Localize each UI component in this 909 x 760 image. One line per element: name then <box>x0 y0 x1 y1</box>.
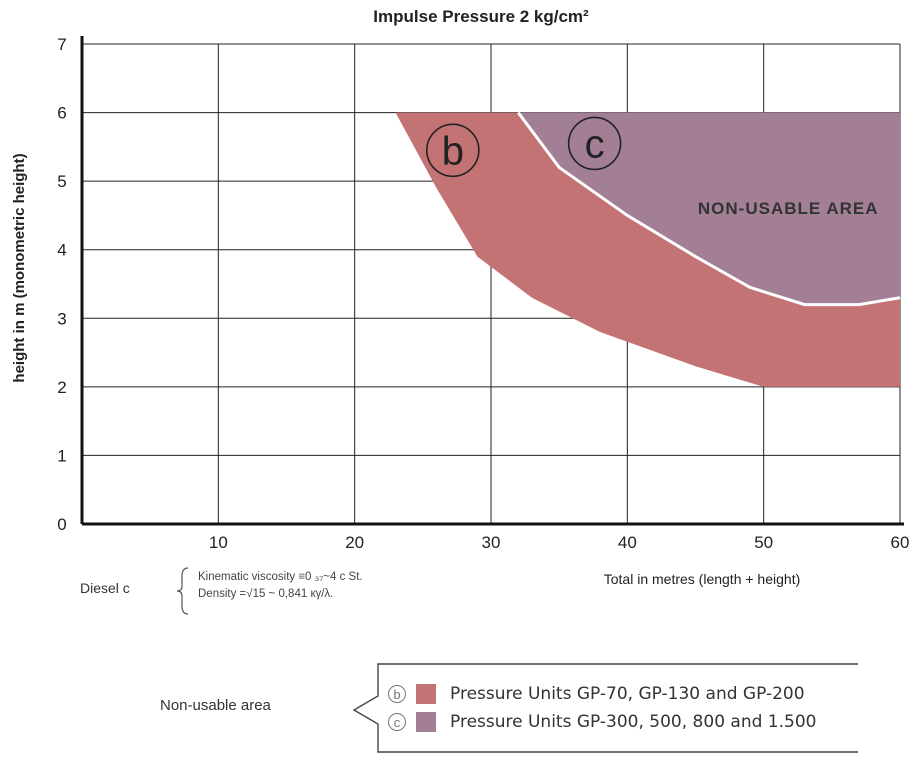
legend-text-b: Pressure Units GP-70, GP-130 and GP-200 <box>450 684 805 704</box>
x-axis-label: Total in metres (length + height) <box>604 571 801 587</box>
x-tick-label: 40 <box>618 533 637 552</box>
y-tick-label: 3 <box>57 309 66 328</box>
y-tick-label: 5 <box>57 172 66 191</box>
region-c-circle <box>567 116 622 171</box>
legend-text-c: Pressure Units GP-300, 500, 800 and 1.50… <box>450 712 817 732</box>
boundary-c-line <box>517 111 901 307</box>
letter-c-icon: c <box>388 713 406 731</box>
x-tick-label: 30 <box>482 533 501 552</box>
fluid-brace <box>176 567 189 615</box>
y-tick-label: 2 <box>57 378 66 397</box>
y-tick-label: 7 <box>57 35 66 54</box>
plot-area: 10 20 30 40 50 60 0 1 2 3 4 5 6 7 b c NON-USABLE AREA <box>57 35 909 552</box>
swatch-c <box>416 712 436 732</box>
fluid-density: Density =√15 ~ 0,841 кγ/λ. <box>198 588 334 600</box>
fluid-label: Diesel c <box>80 580 130 596</box>
x-tick-label: 60 <box>891 533 909 552</box>
y-tick-label: 1 <box>57 446 66 465</box>
x-tick-label: 10 <box>209 533 228 552</box>
legend-bracket <box>352 663 858 753</box>
legend-item-c: c Pressure Units GP-300, 500, 800 and 1.… <box>388 712 816 732</box>
y-axis-label: height in m (monometric height) <box>11 153 28 382</box>
legend-item-b: b Pressure Units GP-70, GP-130 and GP-20… <box>388 684 805 704</box>
fluid-viscosity: Kinematic viscosity ≡0 ₃₇~4 c St. <box>198 571 363 583</box>
legend-side-label: Non-usable area <box>160 697 271 714</box>
swatch-b <box>416 684 436 704</box>
letter-b-icon: b <box>388 685 406 703</box>
x-tick-label: 20 <box>345 533 364 552</box>
y-tick-label: 6 <box>57 104 66 123</box>
legend: b Pressure Units GP-70, GP-130 and GP-20… <box>350 662 860 754</box>
chart-title: Impulse Pressure 2 kg/cm² <box>373 7 589 26</box>
region-b-label: b <box>442 129 464 173</box>
chart: Impulse Pressure 2 kg/cm² 10 20 30 40 50 6001… <box>11 7 909 587</box>
region-c-label: c <box>585 122 605 166</box>
non-usable-area-label: NON-USABLE AREA <box>698 199 879 218</box>
y-tick-label: 0 <box>57 515 66 534</box>
x-tick-label: 50 <box>754 533 773 552</box>
y-tick-label: 4 <box>57 241 66 260</box>
region-b-circle <box>426 123 480 178</box>
